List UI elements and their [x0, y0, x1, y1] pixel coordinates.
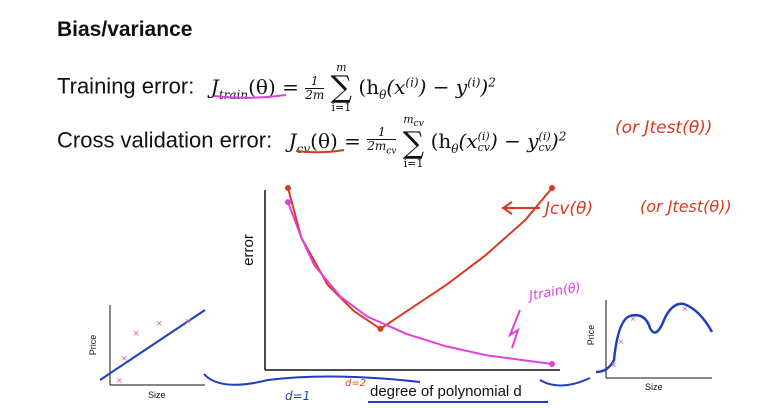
summation: mcv ∑ i=1 — [403, 114, 424, 170]
jcv-underline — [295, 149, 345, 154]
square-exponent: 2 — [488, 74, 496, 89]
sum-upper-subscript: cv — [413, 119, 424, 130]
left-plot-xlabel: Size — [148, 390, 166, 400]
jtrain-label: Jtrain(θ) — [525, 280, 582, 304]
series-point — [377, 325, 384, 332]
x-axis-scribble-left — [203, 373, 421, 386]
body-minus-y: ) − y — [489, 128, 539, 153]
x-subscript: cv — [477, 141, 490, 155]
data-point-marker: × — [630, 314, 636, 325]
or-jtest-right-label: (or Jtest(θ)) — [640, 197, 732, 216]
data-point-marker: × — [611, 360, 617, 371]
series-line-jcv — [287, 187, 553, 330]
sigma-icon: ∑ — [402, 126, 425, 162]
data-point-marker: × — [156, 318, 162, 330]
fraction: 1 2mcv — [367, 125, 397, 158]
series-layer — [285, 185, 555, 367]
left-plot-ylabel: Price — [88, 335, 98, 356]
x-superscript: (i) — [477, 130, 490, 144]
training-error-formula: Jtrain(θ) = 1 2m m ∑ i=1 (hθ(x(i)) − y(i))2 — [210, 62, 496, 114]
body-x: (x — [386, 74, 406, 99]
theta-subscript: θ — [451, 141, 459, 156]
right-plot-fit-curve — [595, 302, 714, 374]
frac-numerator: 1 — [367, 125, 397, 140]
frac-numerator: 1 — [305, 74, 325, 89]
cv-error-label: Cross validation error: — [57, 127, 273, 153]
cv-error-row: Cross validation error: Jcv(θ) = 1 2mcv m… — [57, 114, 566, 170]
jcv-arrowhead — [501, 201, 513, 215]
training-error-row: Training error: Jtrain(θ) = 1 2m m ∑ i=1 (h… — [57, 62, 496, 114]
slide-title: Bias/variance — [57, 18, 193, 41]
frac-denominator: 2m — [367, 138, 387, 153]
lhs-argument: (θ) = — [310, 128, 361, 153]
y-superscript: (i) — [538, 130, 551, 144]
right-plot-ylabel: Price — [586, 325, 596, 346]
jtrain-pointer — [507, 309, 521, 349]
lhs-argument: (θ) = — [248, 74, 299, 99]
series-line-jtrain — [287, 201, 553, 365]
series-point — [549, 185, 555, 191]
y-superscript: (i) — [467, 74, 481, 89]
x-axis-scribble-right — [539, 377, 591, 387]
theta-subscript: θ — [379, 87, 387, 102]
close-paren: ) — [480, 74, 489, 99]
x-axis-label: degree of polynomial d — [370, 383, 522, 400]
data-point-marker: × — [116, 375, 122, 387]
sigma-icon: ∑ — [330, 70, 353, 105]
summation: m ∑ i=1 — [331, 62, 352, 114]
x-superscript: (i) — [405, 74, 419, 89]
jtrain-underline — [213, 94, 287, 99]
j-symbol: J — [288, 128, 297, 153]
data-point-marker: × — [185, 316, 191, 328]
close-paren: ) — [550, 128, 559, 153]
y-axis-label: error — [240, 234, 257, 266]
body-minus-y: ) − y — [418, 74, 468, 99]
fraction: 1 2m — [305, 74, 325, 102]
sum-upper: m — [336, 61, 347, 74]
data-point-marker: × — [618, 337, 624, 348]
series-point — [285, 185, 291, 191]
left-plot-fit-line — [99, 309, 206, 381]
data-point-marker: × — [682, 304, 688, 315]
series-point — [285, 199, 291, 206]
d1-label: d=1 — [285, 389, 310, 403]
or-jtest-annotation: (or Jtest(θ)) — [615, 118, 713, 138]
j-symbol: J — [210, 74, 219, 99]
sum-upper: m — [403, 113, 414, 126]
d2-label: d=2 — [345, 378, 366, 389]
data-point-marker: × — [133, 328, 139, 340]
y-subscript: cv — [538, 141, 551, 155]
body-h: (h — [358, 74, 380, 99]
frac-denominator: 2m — [305, 87, 325, 102]
square-exponent: 2 — [558, 128, 567, 143]
sum-lower: i=1 — [331, 101, 352, 114]
sum-lower: i=1 — [403, 157, 424, 171]
frac-den-subscript: cv — [386, 146, 397, 157]
jcv-label: Jcv(θ) — [542, 199, 593, 219]
body-h: (h — [430, 128, 452, 153]
training-error-label: Training error: — [57, 73, 195, 99]
right-plot-xlabel: Size — [645, 382, 663, 392]
body-x: (x — [458, 128, 478, 153]
data-point-marker: × — [121, 353, 127, 365]
cv-error-formula: Jcv(θ) = 1 2mcv mcv ∑ i=1 (hθ(x (i) cv) − y (i… — [288, 114, 567, 170]
series-point — [549, 361, 555, 367]
